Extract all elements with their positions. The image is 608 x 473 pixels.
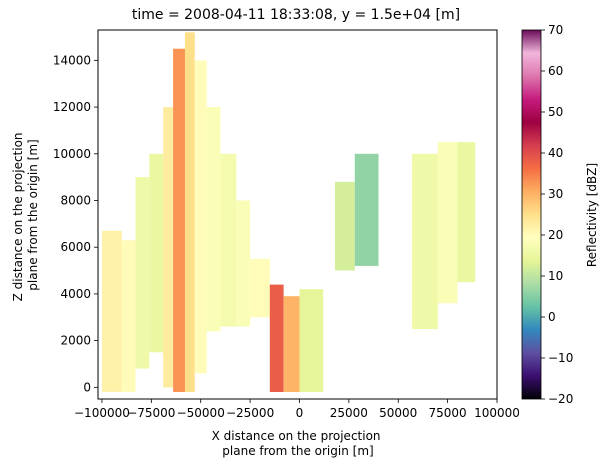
colorbar-tick-label: 70: [548, 23, 563, 37]
heatmap-cell: [437, 142, 458, 304]
y-tick-label: 14000: [53, 53, 91, 67]
heatmap-cell: [335, 181, 355, 271]
y-axis-label-line1: Z distance on the projection: [11, 132, 25, 301]
colorbar-label: Reflectivity [dBZ]: [585, 163, 599, 267]
heatmap-cell: [194, 60, 207, 374]
heatmap-cell: [135, 177, 150, 369]
colorbar-tick-label: 50: [548, 105, 563, 119]
heatmap-cell: [250, 258, 270, 318]
y-axis-label-line2: plane from the origin [m]: [26, 139, 40, 290]
x-tick-label: 75000: [429, 406, 467, 420]
x-tick-label: 100000: [474, 406, 520, 420]
colorbar-tick-label: 40: [548, 146, 563, 160]
heatmap-cell: [149, 153, 164, 353]
heatmap-cell: [354, 153, 379, 266]
plot-area: [102, 32, 476, 393]
colorbar-tick-label: 20: [548, 228, 563, 242]
x-tick-label: −100000: [74, 406, 130, 420]
colorbar-axis: −20 −10 0 10 20 30 40 50 60 70: [541, 23, 573, 406]
plot-frame: [97, 29, 498, 400]
x-axis-label-line2: plane from the origin [m]: [222, 444, 373, 458]
y-axis-label: Z distance on the projection plane from …: [11, 129, 40, 302]
x-axis-label-line1: X distance on the projection: [212, 429, 381, 443]
heatmap-cell: [236, 200, 251, 327]
colorbar-tick-label: 30: [548, 187, 563, 201]
x-tick-label: −25000: [226, 406, 274, 420]
y-tick-label: 8000: [60, 193, 91, 207]
y-tick-label: 10000: [53, 147, 91, 161]
heatmap-cell: [206, 107, 221, 332]
heatmap-cell: [412, 153, 438, 329]
colorbar-tick-label: 60: [548, 64, 563, 78]
y-tick-label: 0: [83, 380, 91, 394]
y-tick-label: 6000: [60, 240, 91, 254]
y-tick-label: 12000: [53, 100, 91, 114]
y-axis: 0 2000 4000 6000 8000 10000 12000 14000: [53, 53, 98, 394]
heatmap-cell: [457, 142, 476, 283]
heatmap-cell: [283, 296, 300, 392]
heatmap-cell: [102, 230, 122, 392]
heatmap-cell: [299, 289, 324, 392]
chart-title: time = 2008-04-11 18:33:08, y = 1.5e+04 …: [132, 7, 460, 23]
colorbar-tick-label: −10: [548, 351, 573, 365]
y-tick-label: 2000: [60, 334, 91, 348]
x-tick-label: 0: [296, 406, 304, 420]
heatmap-cell: [121, 240, 136, 392]
colorbar-tick-label: 10: [548, 269, 563, 283]
x-axis: −100000−75000 −50000 −25000 0 25000 50000 7500…: [74, 399, 520, 420]
y-tick-label: 4000: [60, 287, 91, 301]
x-tick-label: −50000: [177, 406, 225, 420]
heatmap-cell: [163, 107, 174, 388]
heatmap-cell: [269, 284, 284, 392]
x-tick-label: −75000: [127, 406, 175, 420]
heatmap-cell: [184, 32, 195, 393]
colorbar-tick-label: 0: [548, 310, 556, 324]
heatmap-cell: [220, 153, 237, 327]
x-axis-label: X distance on the projection plane from …: [212, 429, 385, 458]
colorbar: [521, 29, 542, 400]
colorbar-tick-label: −20: [548, 392, 573, 406]
x-tick-label: 25000: [330, 406, 368, 420]
heatmap-cell: [173, 48, 185, 392]
x-tick-label: 50000: [379, 406, 417, 420]
